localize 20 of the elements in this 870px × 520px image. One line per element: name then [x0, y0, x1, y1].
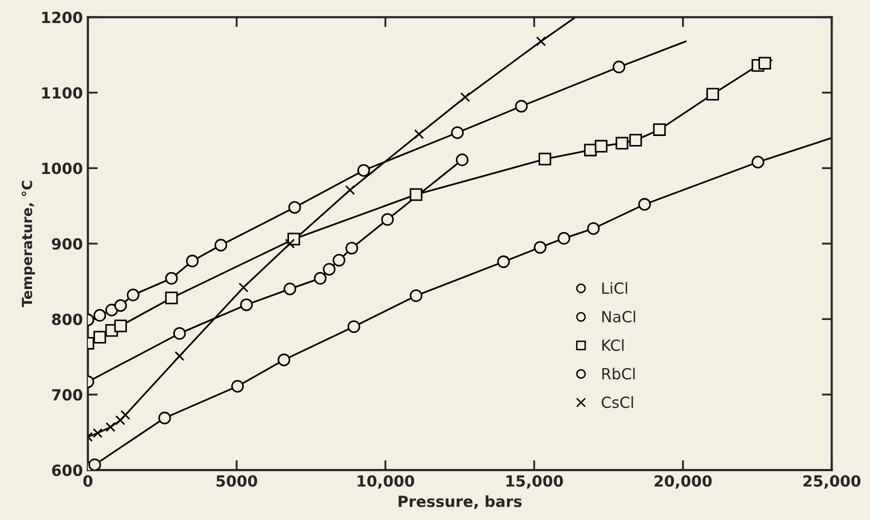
- legend-label: CsCl: [602, 396, 633, 408]
- x-tick-label: 5000: [216, 475, 258, 487]
- y-axis-title: Temperature, °C: [22, 180, 35, 308]
- legend-label: LiCl: [602, 282, 628, 294]
- x-axis-title: Pressure, bars: [398, 495, 522, 510]
- y-tick-label: 1200: [42, 12, 82, 24]
- x-tick-label: 25,000: [803, 475, 860, 489]
- y-tick-label: 1000: [42, 162, 82, 174]
- legend-label: RbCl: [602, 368, 635, 380]
- x-tick-label: 10,000: [358, 475, 414, 489]
- legend-label: NaCl: [602, 310, 636, 322]
- y-tick-label: 700: [52, 389, 82, 401]
- y-tick-label: 1100: [42, 87, 82, 99]
- y-tick-label: 600: [52, 464, 82, 476]
- x-tick-label: 15,000: [506, 475, 563, 489]
- legend-label: KCl: [602, 339, 624, 352]
- x-tick-label: 20,000: [654, 475, 712, 489]
- y-tick-label: 800: [52, 314, 82, 326]
- y-tick-label: 900: [52, 238, 82, 250]
- x-tick-label: 0: [83, 475, 92, 487]
